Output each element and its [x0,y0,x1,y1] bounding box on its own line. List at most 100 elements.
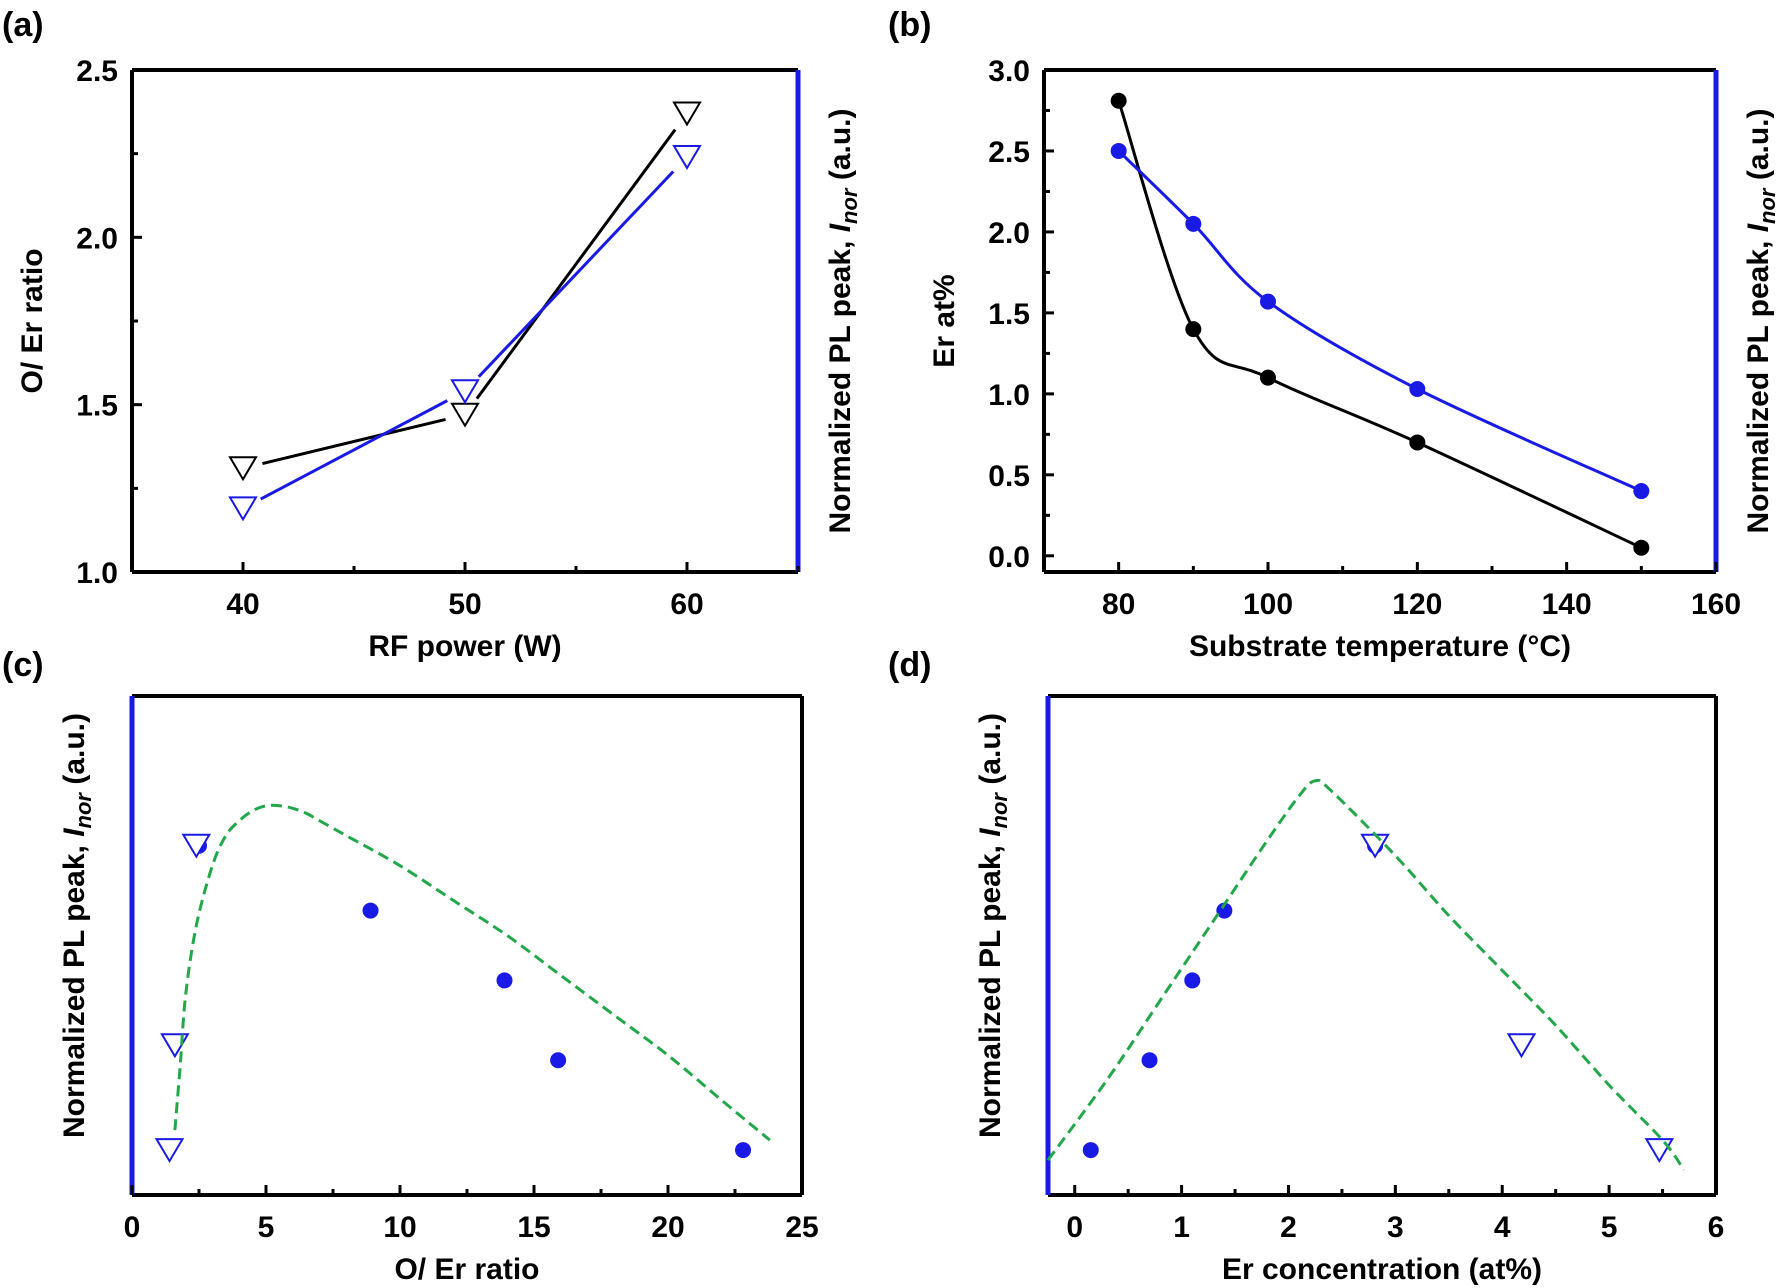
y-tick-label: 1.0 [988,379,1030,412]
x-tick-label: 60 [670,588,703,621]
data-point [1633,539,1650,556]
data-point [181,833,212,859]
y-tick-label: 2.5 [988,136,1030,169]
y-tick-label: 1.5 [988,298,1030,331]
data-point [672,145,702,170]
data-point [1409,434,1426,451]
x-axis-label: Substrate temperature (°C) [1189,630,1571,663]
x-tick-label: 1 [1173,1211,1190,1244]
y-axis-label-right: Normalized PL peak, Inor (a.u.) [824,108,862,533]
y-tick-label: 2.0 [988,217,1030,250]
x-axis-label: O/ Er ratio [394,1253,539,1286]
x-tick-label: 100 [1243,588,1293,621]
x-axis-label: Er concentration (at%) [1222,1253,1542,1286]
y-axis-label: O/ Er ratio [16,248,49,393]
x-tick-label: 2 [1280,1211,1297,1244]
trend-curve [173,803,771,1142]
axis-label-sub: nor [71,792,96,829]
data-point [550,1052,567,1069]
chart-panel-d: (d) 0 1 2 3 4 5 6 Er concentration (at%) Normaliz… [888,646,1724,1286]
y-axis-label: Er at% [928,274,961,367]
series-line-segment [475,128,677,400]
y-tick-label: 0.0 [988,541,1030,574]
panel-label: (b) [888,6,931,44]
data-point [735,1142,752,1159]
chart-panel-a: (a) 40 50 60 1.0 1.5 2.0 2.5 RF power (W) O/ Er r… [2,6,862,663]
x-tick-label: 6 [1708,1211,1725,1244]
data-point [1184,972,1201,989]
axis-label-sub: nor [1755,187,1780,224]
axis-label-prefix: Normalized PL peak, [824,232,857,533]
data-point [1260,293,1276,310]
trend-curve [1046,778,1686,1171]
axis-label-italic: I [58,828,91,837]
axis-label-suffix: (a.u.) [974,713,1007,793]
data-point [228,456,258,482]
data-point [496,972,513,989]
x-tick-label: 4 [1494,1211,1511,1244]
panel-label: (d) [888,646,931,684]
data-point [1260,369,1276,386]
axis-label-suffix: (a.u.) [1742,108,1775,188]
data-point [160,1033,190,1059]
data-point [154,1138,185,1164]
y-tick-label: 0.5 [988,460,1030,493]
y-axis-label: Normalized PL peak, Inor (a.u.) [58,713,96,1138]
axis-label-italic: I [974,828,1007,837]
x-tick-label: 120 [1392,588,1442,621]
y-axis-label-right: Normalized PL peak, Inor (a.u.) [1742,108,1780,533]
axis-label-prefix: Normalized PL peak, [58,837,91,1138]
x-tick-label: 40 [226,588,259,621]
data-point [1185,321,1202,338]
panel-label: (a) [2,6,44,44]
x-tick-label: 3 [1387,1211,1404,1244]
data-point [450,379,480,405]
data-point [1110,142,1127,159]
data-point [1110,92,1127,109]
data-point [1409,381,1426,398]
x-tick-label: 5 [258,1211,275,1244]
axis-label-sub: nor [987,792,1012,829]
x-tick-label: 5 [1601,1211,1618,1244]
axis-label-sub: nor [837,187,862,224]
y-tick-label: 3.0 [988,55,1030,88]
y-axis-label: Normalized PL peak, Inor (a.u.) [974,713,1012,1138]
axis-label-prefix: Normalized PL peak, [1742,232,1775,533]
y-tick-label: 1.0 [76,557,118,590]
series-line-segment [477,170,675,378]
x-axis-label: RF power (W) [368,630,561,663]
x-tick-label: 0 [124,1211,141,1244]
data-point [1141,1052,1158,1069]
series-line-segment [262,417,446,466]
axis-label-prefix: Normalized PL peak, [974,837,1007,1138]
series-curve [1117,149,1642,493]
x-tick-label: 160 [1691,588,1741,621]
axis-label-suffix: (a.u.) [58,713,91,793]
data-point [1506,1033,1537,1059]
chart-panel-b: (b) 80 100 120 140 160 0.0 0.5 1.0 1.5 2.0 2.5 3.0 Su… [888,6,1780,663]
y-tick-label: 2.0 [76,222,118,255]
panel-label: (c) [2,646,44,684]
chart-panel-c: (c) 0 5 10 15 20 25 O/ Er ratio Normalized PL pe… [2,646,819,1286]
data-point [1185,215,1202,232]
data-point [1216,902,1233,919]
axis-label-italic: I [824,223,857,232]
data-point [228,496,258,522]
x-tick-label: 80 [1102,588,1135,621]
data-point [1644,1138,1675,1164]
data-point [1082,1142,1099,1159]
x-tick-label: 10 [383,1211,416,1244]
data-point [450,402,480,428]
x-tick-label: 25 [785,1211,818,1244]
data-point [1633,483,1650,500]
series-line-segment [259,399,449,501]
x-tick-label: 50 [448,588,481,621]
axis-label-italic: I [1742,223,1775,232]
data-point [362,902,379,919]
x-tick-label: 20 [651,1211,684,1244]
x-tick-label: 15 [517,1211,550,1244]
data-point [672,101,702,127]
x-tick-label: 140 [1542,588,1592,621]
y-tick-label: 2.5 [76,55,118,88]
